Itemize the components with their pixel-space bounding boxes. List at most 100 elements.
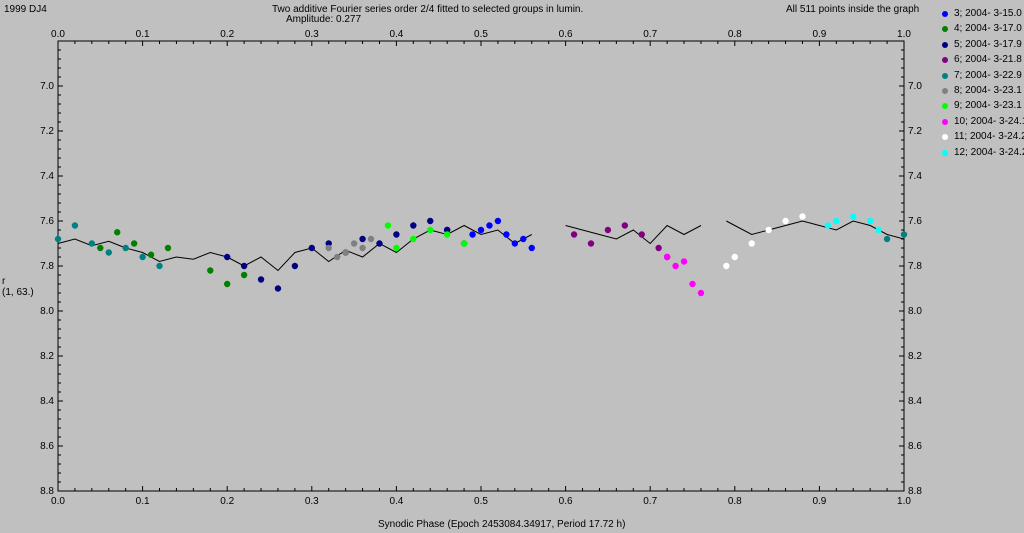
points-note: All 511 points inside the graph [786,4,920,15]
data-point [443,226,451,234]
data-point [503,231,510,238]
data-point [122,244,129,252]
data-point [782,217,789,225]
data-point [443,231,451,238]
data-point [680,258,688,265]
x-tick-label-bottom: 0.4 [389,496,403,507]
x-tick-label-bottom: 0.3 [305,496,319,507]
x-tick-label-top: 0.0 [51,29,65,40]
data-point [257,276,265,283]
y-tick-label-right: 7.8 [908,261,922,272]
data-point [393,244,400,252]
data-point [376,240,383,247]
data-point [663,253,671,261]
data-point [240,271,248,279]
data-point [71,222,79,229]
legend-label: 6; 2004- 3-21.8 [954,54,1022,66]
x-tick-label-bottom: 0.7 [643,496,657,507]
y-tick-label-left: 7.6 [40,216,54,227]
data-point [308,244,315,252]
data-point [359,244,366,252]
legend-label: 11; 2004- 3-24.2 [954,131,1024,143]
data-point [900,231,908,238]
data-point [604,226,612,234]
data-point [799,213,806,220]
legend-label: 3; 2004- 3-15.0 [954,8,1022,19]
legend-label: 4; 2004- 3-17.0 [954,23,1022,35]
y-tick-label-right: 7.0 [908,81,922,92]
data-point [511,240,519,247]
y-tick-label-left: 8.6 [40,441,54,452]
legend-label: 10; 2004- 3-24.1 [954,115,1024,127]
data-point [147,251,155,258]
x-tick-label-top: 0.5 [474,29,488,40]
y-tick-label-right: 8.4 [908,396,922,407]
data-point [274,285,282,292]
y-tick-label-left: 7.4 [40,171,54,182]
data-point [359,235,366,243]
x-tick-label-top: 0.7 [643,29,657,40]
y-tick-label-left: 8.8 [40,486,54,497]
data-point [883,235,891,243]
x-tick-label-bottom: 0.5 [474,496,488,507]
data-point [621,222,629,229]
y-axis-label: r [2,276,6,287]
data-point [723,262,730,270]
x-tick-label-top: 0.4 [389,29,403,40]
x-tick-label-bottom: 0.2 [220,496,234,507]
data-point [139,253,146,261]
y-tick-label-left: 7.2 [40,126,54,137]
x-tick-label-bottom: 0.9 [812,496,826,507]
data-point [486,222,493,229]
x-axis-label: Synodic Phase (Epoch 2453084.34917, Peri… [378,519,626,530]
legend-marker [942,57,948,64]
plot-frame [57,40,905,492]
data-point [97,244,104,252]
data-point [655,244,662,252]
legend-label: 12; 2004- 3-24.2 [954,146,1024,158]
data-point [325,244,332,252]
data-point [207,267,214,274]
chart-title: Two additive Fourier series order 2/4 fi… [272,4,584,15]
data-point [156,262,163,270]
fit-curve [565,224,702,245]
data-point [697,289,705,297]
y-tick-label-left: 7.8 [40,261,54,272]
y-axis-label-sub: (1, 63.) [2,287,34,298]
x-tick-label-bottom: 0.1 [136,496,150,507]
data-point [528,244,535,252]
chart-subtitle: Amplitude: 0.277 [286,14,362,25]
data-point [833,217,840,225]
data-point [469,231,476,238]
y-tick-label-right: 8.0 [908,306,922,317]
legend-label: 5; 2004- 3-17.9 [954,38,1022,50]
fit-curve [726,220,905,240]
data-point [638,231,645,238]
data-point [224,253,231,261]
y-tick-label-left: 8.2 [40,351,54,362]
data-point [410,235,417,243]
data-point [350,240,358,247]
legend-marker [942,41,948,48]
data-point [824,222,832,229]
y-tick-label-right: 7.2 [908,126,922,137]
y-tick-label-right: 8.8 [908,486,922,497]
data-point [427,217,434,225]
legend-marker [942,87,948,94]
legend-marker [942,26,948,33]
data-point [333,253,341,261]
y-tick-label-right: 8.2 [908,351,922,362]
y-tick-label-left: 7.0 [40,81,54,92]
x-tick-label-top: 0.6 [559,29,573,40]
data-point [494,217,502,225]
y-tick-label-left: 8.4 [40,396,54,407]
data-point [460,240,468,247]
x-tick-label-top: 0.2 [220,29,234,40]
data-point [105,249,112,256]
legend-marker [942,103,948,110]
object-name: 1999 DJ4 [4,4,47,15]
legend-marker [942,149,948,156]
data-point [291,262,299,270]
data-point [587,240,595,247]
data-point [850,213,857,220]
